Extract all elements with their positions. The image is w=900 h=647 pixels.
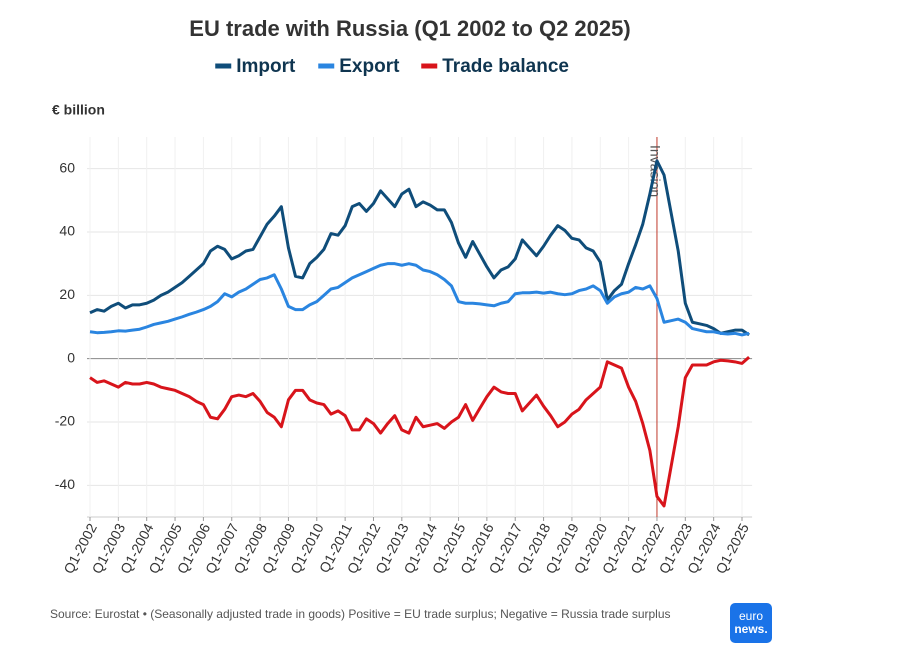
- series-line: [89, 159, 750, 337]
- y-tick-label: 20: [59, 286, 75, 302]
- logo-box: [730, 603, 772, 643]
- y-tick-label: -20: [55, 413, 75, 429]
- y-tick-label: 40: [59, 223, 75, 239]
- legend-label: Import: [236, 56, 296, 77]
- logo-text: news.: [734, 622, 767, 636]
- y-tick-label: 0: [67, 349, 75, 365]
- logo-text: euro: [739, 609, 763, 623]
- y-tick-label: 60: [59, 159, 75, 175]
- series-line: [89, 355, 751, 508]
- y-tick-label: -40: [55, 476, 75, 492]
- source-box: Source: Eurostat • (Seasonally adjusted …: [50, 607, 671, 621]
- legend-label: Export: [339, 56, 400, 77]
- chart-title: EU trade with Russia (Q1 2002 to Q2 2025…: [189, 16, 630, 41]
- legend-label: Trade balance: [442, 56, 569, 77]
- series-line: [89, 262, 750, 337]
- source: Source: Eurostat • (Seasonally adjusted …: [50, 607, 671, 621]
- y-axis-label: € billion: [52, 102, 105, 118]
